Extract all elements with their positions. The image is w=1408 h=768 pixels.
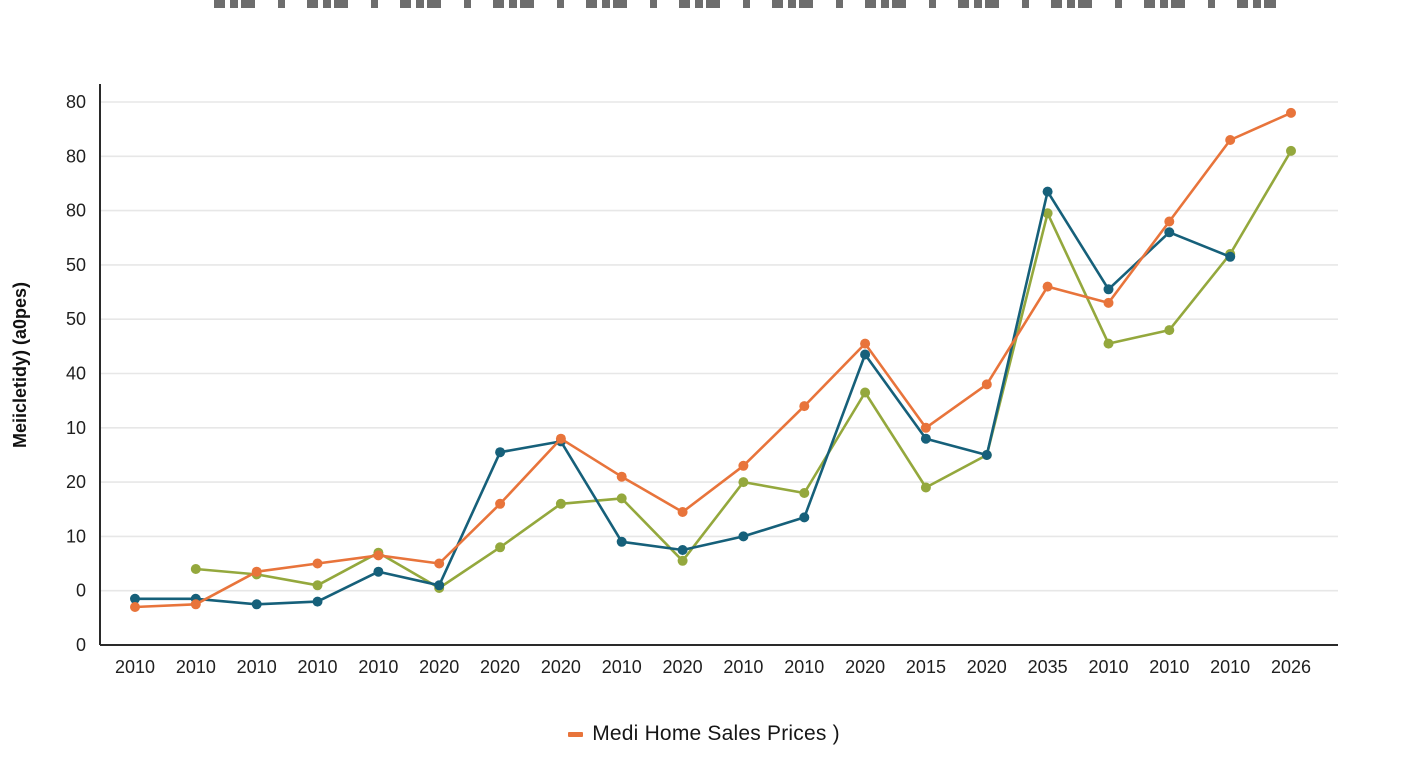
series-line-median-home-sales-price [133,111,1293,609]
legend-marker-dash [568,731,584,737]
data-point-median-home-sales-price [1042,281,1053,292]
data-point-teal-series [677,545,688,555]
data-point-median-home-sales-price [1286,107,1296,118]
data-point-olive-series [495,542,506,553]
x-tick-label: 2020 [480,657,520,677]
y-axis-title: Meiicletidy) (a0pes) [10,282,30,448]
data-point-olive-series [616,493,627,504]
x-tick-label: 2020 [967,657,1007,677]
x-tick-label: 2020 [663,657,703,677]
x-tick-label: 2020 [845,657,885,677]
grid-layer [100,101,1338,592]
axis-layer [99,84,1338,646]
data-point-olive-series [738,477,749,488]
data-point-teal-series [860,349,871,360]
data-point-median-home-sales-price [1103,297,1114,308]
data-point-olive-series [860,387,871,398]
x-tick-label: 2015 [906,657,946,677]
y-tick-label: 10 [66,526,86,546]
data-point-median-home-sales-price [312,558,323,569]
data-point-olive-series [190,564,201,574]
y-tick-label: 50 [66,309,86,329]
data-point-median-home-sales-price [616,471,627,482]
data-point-olive-series [1286,145,1296,156]
data-point-olive-series [555,498,566,509]
data-point-median-home-sales-price [130,602,140,612]
clipped-header-text [214,0,1276,8]
data-point-teal-series [495,447,506,458]
series-line-olive-series [194,149,1293,590]
data-point-median-home-sales-price [495,498,506,509]
x-tick-label: 2035 [1028,657,1068,677]
y-tick-label: 80 [66,146,86,166]
data-point-median-home-sales-price [555,433,566,444]
x-tick-label: 2010 [115,657,155,677]
data-point-teal-series [434,580,445,591]
data-point-teal-series [981,450,992,460]
data-point-median-home-sales-price [738,460,749,471]
x-tick-label: 2010 [176,657,216,677]
data-point-median-home-sales-price [1164,216,1175,227]
x-tick-label: 2010 [784,657,824,677]
data-point-olive-series [1103,338,1114,349]
data-point-teal-series [1164,227,1175,238]
data-point-median-home-sales-price [251,566,262,577]
data-point-median-home-sales-price [190,599,201,610]
data-point-median-home-sales-price [920,422,931,433]
data-point-median-home-sales-price [981,379,992,390]
data-point-teal-series [1042,186,1053,197]
y-tick-label: 0 [76,581,86,601]
x-tick-label: 2020 [541,657,581,677]
data-point-olive-series [1164,325,1175,336]
data-point-teal-series [738,531,749,542]
data-point-teal-series [130,593,140,604]
data-point-median-home-sales-price [677,507,688,517]
y-tick-label: 20 [66,472,86,492]
data-point-olive-series [1042,208,1053,219]
data-point-teal-series [373,566,384,577]
x-tick-label: 2010 [298,657,338,677]
x-tick-label: 2020 [419,657,459,677]
x-tick-label: 2010 [723,657,763,677]
x-tick-label: 2010 [358,657,398,677]
data-point-olive-series [920,482,931,493]
chart-legend: Medi Home Sales Prices ) [0,722,1408,746]
x-tick-label: 2026 [1271,657,1311,677]
data-point-teal-series [1225,251,1236,262]
data-point-median-home-sales-price [373,550,384,561]
series-layer [130,107,1296,612]
data-point-median-home-sales-price [434,558,445,569]
data-point-olive-series [312,580,323,591]
x-tick-label: 2010 [1088,657,1128,677]
y-tick-label: 0 [76,635,86,655]
x-tick-label: 2010 [1210,657,1250,677]
data-point-teal-series [616,536,627,547]
x-tick-label: 2010 [602,657,642,677]
y-tick-label: 50 [66,255,86,275]
data-point-teal-series [799,512,810,523]
data-point-median-home-sales-price [799,401,810,412]
data-point-olive-series [677,555,688,566]
y-tick-label: 10 [66,418,86,438]
y-tick-label: 40 [66,364,86,384]
legend-label: Medi Home Sales Prices ) [592,722,840,745]
y-tick-label: 80 [66,201,86,221]
data-point-median-home-sales-price [1225,135,1236,145]
data-point-teal-series [1103,284,1114,295]
y-tick-label: 80 [66,92,86,112]
x-tick-label: 2010 [1149,657,1189,677]
data-point-median-home-sales-price [860,338,871,349]
data-point-olive-series [799,488,810,498]
data-point-teal-series [251,599,262,610]
x-tick-label: 2010 [237,657,277,677]
data-point-teal-series [920,433,931,444]
data-point-teal-series [312,596,323,607]
